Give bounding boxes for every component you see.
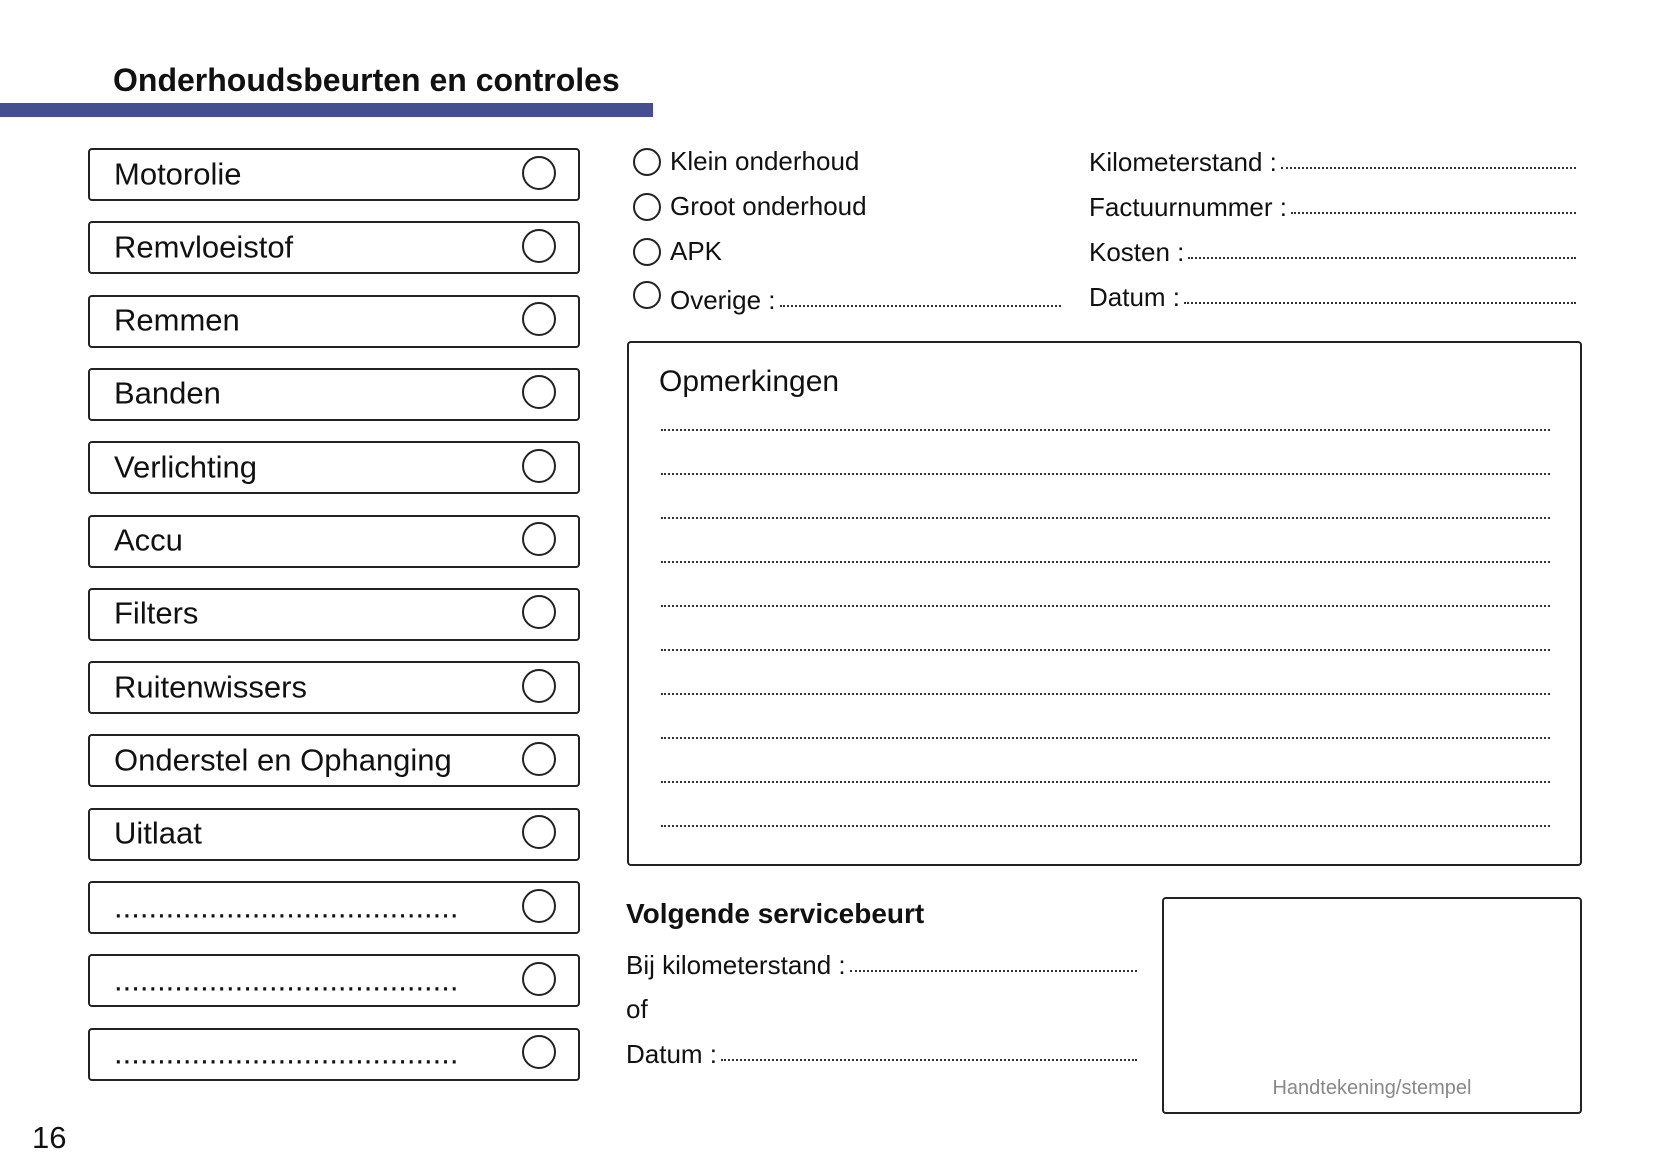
checkbox-circle-icon[interactable] bbox=[522, 155, 556, 190]
detail-label: Kosten : bbox=[1089, 237, 1185, 267]
checklist-item[interactable]: ........................................ bbox=[88, 954, 580, 1008]
checkbox-circle-icon[interactable] bbox=[522, 741, 556, 776]
detail-input-line[interactable] bbox=[1188, 257, 1576, 259]
checklist-item[interactable]: Filters bbox=[88, 587, 580, 641]
checkbox-circle-icon[interactable] bbox=[522, 815, 556, 850]
checklist-item-label: Filters bbox=[114, 595, 199, 631]
remarks-line[interactable] bbox=[661, 825, 1550, 827]
checklist-item-label: Remvloeistof bbox=[114, 229, 294, 265]
title-accent-bar bbox=[0, 103, 653, 117]
checklist-item-label: Accu bbox=[114, 522, 183, 558]
next-service-km-line[interactable] bbox=[849, 970, 1137, 972]
checkbox-circle-icon[interactable] bbox=[522, 375, 556, 410]
next-service-or: of bbox=[626, 994, 648, 1025]
radio-circle-icon[interactable] bbox=[633, 147, 661, 176]
detail-label: Kilometerstand : bbox=[1089, 147, 1277, 177]
checkbox-circle-icon[interactable] bbox=[522, 522, 556, 556]
detail-field[interactable]: Kilometerstand : bbox=[1089, 147, 1576, 178]
checkbox-circle-icon[interactable] bbox=[522, 668, 556, 703]
remarks-box: Opmerkingen bbox=[627, 341, 1582, 866]
other-input-line[interactable] bbox=[779, 305, 1061, 307]
or-label: of bbox=[626, 994, 648, 1024]
checklist-item[interactable]: Motorolie bbox=[88, 148, 580, 201]
checkbox-circle-icon[interactable] bbox=[522, 961, 556, 996]
checklist-item[interactable]: Uitlaat bbox=[88, 807, 580, 861]
detail-input-line[interactable] bbox=[1290, 212, 1576, 214]
next-service-title: Volgende servicebeurt bbox=[626, 898, 925, 929]
checklist-item[interactable]: Ruitenwissers bbox=[88, 661, 580, 715]
checklist-item-label: Uitlaat bbox=[114, 815, 202, 851]
checklist-item-label: Remmen bbox=[114, 302, 240, 338]
service-type-label: APK bbox=[670, 236, 723, 266]
service-type-option[interactable]: Overige : bbox=[633, 281, 1061, 316]
service-type-option[interactable]: APK bbox=[633, 236, 722, 267]
detail-input-line[interactable] bbox=[1184, 302, 1576, 304]
remarks-line[interactable] bbox=[661, 473, 1550, 475]
checklist-item-label: ........................................ bbox=[114, 1035, 459, 1071]
remarks-line[interactable] bbox=[661, 693, 1550, 695]
checklist-item[interactable]: Accu bbox=[88, 514, 580, 568]
service-type-label: Klein onderhoud bbox=[670, 146, 860, 176]
checklist-item-label: Onderstel en Ophanging bbox=[114, 742, 452, 778]
checklist-item[interactable]: Remmen bbox=[88, 294, 580, 348]
detail-field[interactable]: Kosten : bbox=[1089, 237, 1576, 268]
next-service-date-field[interactable]: Datum : bbox=[626, 1039, 1137, 1070]
remarks-line[interactable] bbox=[661, 781, 1550, 783]
checklist-item[interactable]: ........................................ bbox=[88, 1027, 580, 1081]
checkbox-circle-icon[interactable] bbox=[522, 888, 556, 923]
next-service-date-label: Datum : bbox=[626, 1039, 718, 1069]
remarks-title: Opmerkingen bbox=[659, 365, 840, 398]
checklist-item[interactable]: Onderstel en Ophanging bbox=[88, 734, 580, 788]
checklist-item-label: ........................................ bbox=[114, 962, 459, 998]
detail-label: Datum : bbox=[1089, 282, 1181, 312]
service-type-label: Groot onderhoud bbox=[670, 191, 867, 221]
detail-label: Factuurnummer : bbox=[1089, 192, 1287, 222]
remarks-line[interactable] bbox=[661, 561, 1550, 563]
checkbox-circle-icon[interactable] bbox=[522, 302, 556, 337]
radio-circle-icon[interactable] bbox=[633, 281, 661, 309]
service-type-option[interactable]: Groot onderhoud bbox=[633, 191, 867, 222]
signature-stamp-label: Handtekening/stempel bbox=[1272, 1077, 1472, 1099]
radio-circle-icon[interactable] bbox=[633, 192, 661, 221]
checklist-item-label: Banden bbox=[114, 375, 221, 411]
checklist-item-label: Verlichting bbox=[114, 448, 258, 484]
checklist-item[interactable]: Remvloeistof bbox=[88, 221, 580, 275]
detail-field[interactable]: Datum : bbox=[1089, 282, 1576, 313]
service-type-option[interactable]: Klein onderhoud bbox=[633, 146, 859, 177]
checkbox-circle-icon[interactable] bbox=[522, 228, 556, 263]
detail-field[interactable]: Factuurnummer : bbox=[1089, 192, 1576, 223]
remarks-line[interactable] bbox=[661, 737, 1550, 739]
page-number: 16 bbox=[32, 1120, 67, 1155]
remarks-line[interactable] bbox=[661, 429, 1550, 431]
remarks-line[interactable] bbox=[661, 517, 1550, 519]
page-title: Onderhoudsbeurten en controles bbox=[113, 62, 620, 98]
remarks-line[interactable] bbox=[661, 605, 1550, 607]
checklist-item[interactable]: ........................................ bbox=[88, 881, 580, 934]
service-type-label: Overige : bbox=[670, 285, 776, 315]
checkbox-circle-icon[interactable] bbox=[522, 1035, 556, 1070]
radio-circle-icon[interactable] bbox=[633, 237, 661, 266]
remarks-line[interactable] bbox=[661, 649, 1550, 651]
checkbox-circle-icon[interactable] bbox=[522, 595, 556, 630]
checkbox-circle-icon[interactable] bbox=[522, 448, 556, 483]
checklist-item-label: Ruitenwissers bbox=[114, 668, 307, 704]
next-service-date-line[interactable] bbox=[721, 1059, 1137, 1061]
checklist-item-label: ........................................ bbox=[114, 888, 459, 924]
checklist-item-label: Motorolie bbox=[114, 155, 242, 191]
next-service-km-field[interactable]: Bij kilometerstand : bbox=[626, 950, 1137, 981]
checklist-item[interactable]: Banden bbox=[88, 367, 580, 421]
detail-input-line[interactable] bbox=[1280, 167, 1576, 169]
checklist-item[interactable]: Verlichting bbox=[88, 441, 580, 495]
next-service-km-label: Bij kilometerstand : bbox=[626, 950, 846, 980]
signature-stamp-box[interactable]: Handtekening/stempel bbox=[1162, 897, 1582, 1114]
